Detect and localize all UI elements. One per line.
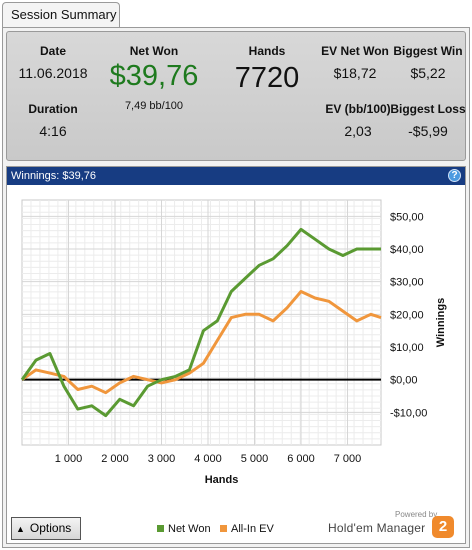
x-tick-label: 5 000 [241, 453, 269, 465]
legend-allin-ev-label: All-In EV [231, 523, 274, 535]
duration-value: 4:16 [39, 123, 67, 139]
x-tick-label: 1 000 [55, 453, 83, 465]
date-value: 11.06.2018 [18, 65, 88, 81]
help-icon[interactable]: ? [448, 169, 461, 182]
series-line-net-won [20, 227, 381, 418]
allin-ev-swatch [220, 525, 227, 532]
winnings-chart-panel: Winnings: $39,76 ? 1 000 2 000 3 000 4 000 5… [6, 166, 466, 544]
y-tick-label: $10,00 [390, 342, 424, 354]
session-summary-panel: Date 11.06.2018 Duration 4:16 Net Won $3… [6, 31, 466, 161]
date-label: Date [39, 44, 66, 58]
brand-name: Hold'em Manager [328, 521, 426, 535]
duration-label: Duration [28, 102, 78, 116]
y-tick-label: -$10,00 [390, 407, 427, 419]
series-line-all-in-ev [21, 290, 382, 395]
hands-value: 7720 [234, 62, 300, 94]
ev-bb-label: EV (bb/100) [325, 102, 391, 116]
options-button-label: Options [29, 521, 72, 535]
net-won-bb: 7,49 bb/100 [124, 100, 184, 112]
ev-net-won-label: EV Net Won [321, 44, 389, 58]
legend-item-allin-ev: All-In EV [220, 523, 274, 535]
y-tick-label: $40,00 [390, 244, 424, 256]
y-tick-label: $50,00 [390, 211, 424, 223]
y-tick-label: $30,00 [390, 277, 424, 289]
legend-net-won-label: Net Won [168, 523, 211, 535]
y-tick-label: $0,00 [390, 375, 418, 387]
biggest-win-value: $5,22 [410, 65, 446, 81]
options-button[interactable]: ▲ Options [11, 517, 81, 540]
x-tick-label: 4 000 [194, 453, 222, 465]
y-tick-label: $20,00 [390, 309, 424, 321]
biggest-loss-value: -$5,99 [408, 123, 448, 139]
biggest-loss-label: Biggest Loss [390, 102, 466, 116]
tab-bar: Session Summary [0, 0, 472, 28]
net-won-value: $39,76 [109, 60, 199, 92]
x-axis-title: Hands [205, 474, 239, 486]
ev-bb-value: 2,03 [344, 123, 372, 139]
powered-by-text: Powered by [395, 510, 438, 519]
triangle-up-icon: ▲ [16, 524, 25, 534]
x-tick-label: 3 000 [148, 453, 176, 465]
net-won-swatch [157, 525, 164, 532]
tab-session-summary[interactable]: Session Summary [2, 2, 120, 28]
ev-net-won-value: $18,72 [333, 65, 377, 81]
biggest-win-label: Biggest Win [393, 44, 463, 58]
x-tick-label: 2 000 [101, 453, 129, 465]
chart-header: Winnings: $39,76 ? [7, 167, 465, 185]
legend-item-net-won: Net Won [157, 523, 211, 535]
hands-label: Hands [248, 44, 286, 58]
chart-header-title: Winnings: $39,76 [11, 170, 96, 182]
winnings-chart: 1 000 2 000 3 000 4 000 5 000 6 000 7 000 -$10,… [20, 199, 447, 486]
x-tick-label: 6 000 [287, 453, 315, 465]
y-axis-title: Winnings [435, 298, 447, 347]
net-won-label: Net Won [129, 44, 179, 58]
x-tick-label: 7 000 [334, 453, 362, 465]
brand-logo-icon: 2 [432, 516, 454, 538]
